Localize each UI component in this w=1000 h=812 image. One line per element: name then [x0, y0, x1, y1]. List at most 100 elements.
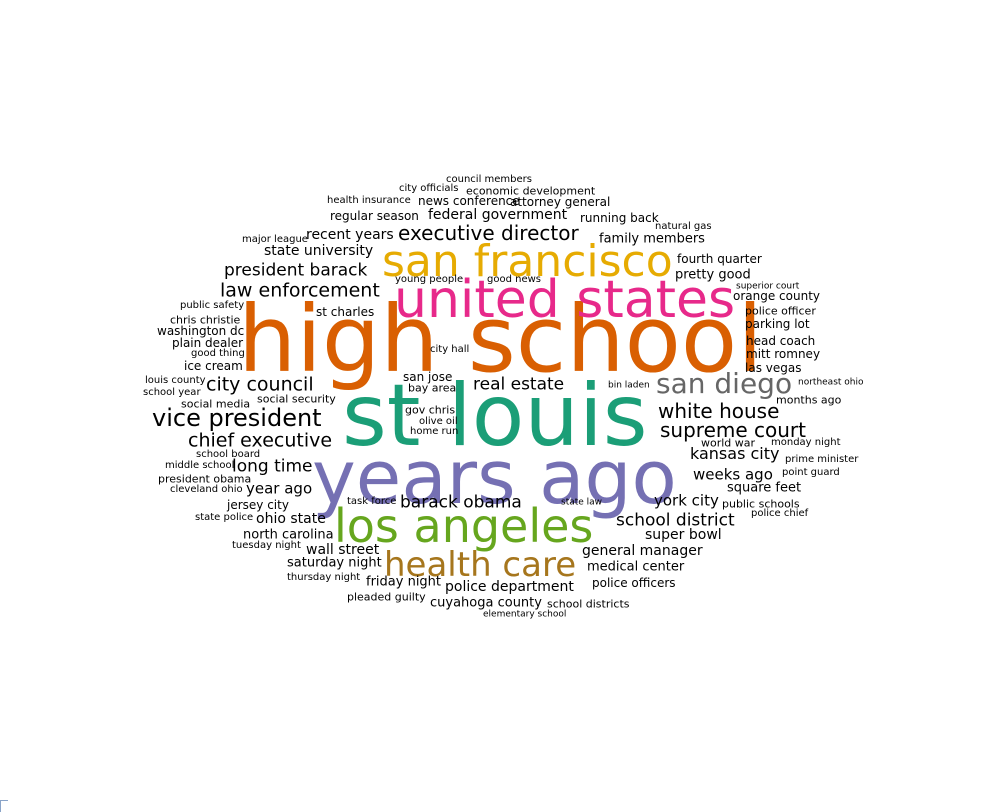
word-monday-night: monday night [771, 437, 841, 448]
word-health-insurance: health insurance [327, 195, 411, 206]
word-years-ago: years ago [312, 435, 677, 521]
word-york-city: york city [654, 491, 719, 510]
word-president-barack: president barack [224, 260, 368, 281]
word-saturday-night: saturday night [287, 555, 382, 571]
word-social-security: social security [257, 392, 336, 406]
word-square-feet: square feet [727, 480, 802, 496]
word-city-officials: city officials [399, 183, 459, 194]
word-mitt-romney: mitt romney [746, 347, 821, 361]
word-washington-dc: washington dc [157, 324, 245, 338]
word-bay-area: bay area [408, 381, 457, 395]
word-san-diego: san diego [656, 367, 793, 400]
word-bin-laden: bin laden [608, 380, 650, 391]
word-cleveland-ohio: cleveland ohio [170, 484, 243, 495]
word-school-board: school board [196, 449, 261, 460]
word-state-law: state law [561, 497, 603, 508]
word-task-force: task force [347, 496, 397, 507]
word-economic-development: economic development [466, 184, 596, 198]
word-san-jose: san jose [403, 370, 453, 384]
word-gov-chris: gov chris [405, 403, 456, 417]
word-kansas-city: kansas city [690, 444, 780, 463]
word-friday-night: friday night [366, 574, 442, 590]
word-parking-lot: parking lot [745, 317, 810, 331]
word-school-district: school district [616, 510, 735, 531]
word-las-vegas: las vegas [745, 361, 802, 375]
word-wall-street: wall street [306, 542, 380, 558]
word-real-estate: real estate [473, 374, 565, 395]
word-los-angeles: los angeles [334, 499, 594, 553]
word-police-officer: police officer [745, 304, 816, 318]
word-plain-dealer: plain dealer [172, 336, 244, 350]
word-tuesday-night: tuesday night [232, 540, 301, 551]
word-northeast-ohio: northeast ohio [798, 377, 864, 388]
word-world-war: world war [701, 436, 756, 450]
word-thursday-night: thursday night [287, 572, 361, 583]
word-super-bowl: super bowl [645, 527, 722, 543]
word-police-department: police department [445, 579, 574, 595]
word-prime-minister: prime minister [785, 454, 859, 465]
word-chief-executive: chief executive [188, 429, 333, 452]
word-major-league: major league [242, 234, 308, 245]
word-superior-court: superior court [736, 281, 800, 292]
word-state-police: state police [195, 512, 254, 523]
word-home-run: home run [410, 426, 459, 437]
word-united-states: united states [394, 270, 736, 330]
word-st-charles: st charles [316, 305, 375, 319]
word-white-house: white house [658, 399, 780, 423]
word-st-louis: st louis [342, 366, 648, 466]
word-weeks-ago: weeks ago [693, 465, 773, 484]
word-family-members: family members [599, 231, 705, 247]
word-middle-school: middle school [165, 460, 235, 471]
word-chris-christie: chris christie [170, 313, 241, 327]
word-city-hall: city hall [430, 344, 470, 355]
word-federal-government: federal government [428, 207, 568, 223]
word-executive-director: executive director [398, 221, 579, 245]
word-council-members: council members [446, 174, 532, 185]
corner-mark [0, 800, 8, 812]
word-orange-county: orange county [733, 289, 821, 303]
word-running-back: running back [580, 211, 659, 225]
word-recent-years: recent years [306, 227, 394, 243]
word-san-francisco: san francisco [382, 236, 673, 287]
word-olive-oil: olive oil [419, 416, 458, 427]
word-health-care: health care [384, 545, 577, 585]
word-regular-season: regular season [330, 209, 419, 223]
word-law-enforcement: law enforcement [220, 279, 380, 302]
word-vice-president: vice president [152, 404, 322, 432]
word-police-officers: police officers [592, 576, 676, 590]
word-ohio-state: ohio state [256, 511, 326, 527]
word-point-guard: point guard [782, 467, 840, 478]
word-medical-center: medical center [587, 559, 685, 575]
word-fourth-quarter: fourth quarter [677, 252, 762, 266]
word-louis-county: louis county [145, 375, 206, 386]
word-pleaded-guilty: pleaded guilty [347, 590, 426, 604]
word-social-media: social media [181, 397, 251, 411]
word-good-news: good news [487, 274, 541, 285]
word-cuyahoga-county: cuyahoga county [430, 595, 542, 611]
word-young-people: young people [395, 274, 464, 285]
word-news-conference: news conference [418, 194, 520, 208]
word-jersey-city: jersey city [227, 498, 289, 512]
word-ice-cream: ice cream [184, 359, 243, 373]
word-city-council: city council [206, 373, 314, 396]
word-months-ago: months ago [776, 393, 842, 407]
word-pretty-good: pretty good [675, 267, 751, 283]
word-police-chief: police chief [751, 508, 809, 519]
word-natural-gas: natural gas [655, 221, 712, 232]
word-supreme-court: supreme court [660, 418, 806, 442]
word-public-safety: public safety [180, 300, 245, 311]
word-attorney-general: attorney general [510, 195, 611, 209]
word-head-coach: head coach [746, 334, 816, 348]
word-school-districts: school districts [547, 597, 630, 611]
word-public-schools: public schools [722, 497, 800, 511]
word-school-year: school year [143, 387, 201, 398]
word-year-ago: year ago [246, 479, 313, 498]
word-north-carolina: north carolina [243, 527, 334, 543]
word-barack-obama: barack obama [400, 492, 522, 513]
word-president-obama: president obama [158, 472, 252, 486]
word-good-thing: good thing [191, 348, 245, 359]
word-long-time: long time [232, 456, 313, 477]
word-high-school: high school [238, 286, 763, 393]
word-general-manager: general manager [582, 543, 703, 559]
